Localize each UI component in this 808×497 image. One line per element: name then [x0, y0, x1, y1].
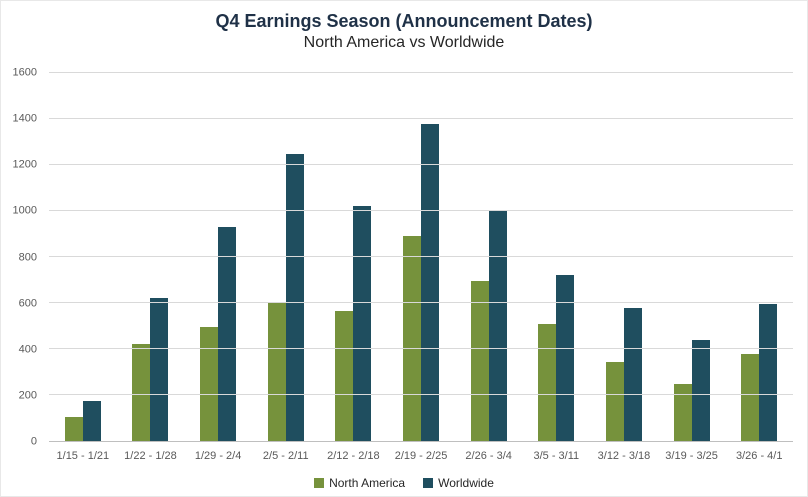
bar-north-america[interactable] — [64, 416, 83, 441]
x-axis-label: 1/29 - 2/4 — [194, 450, 242, 462]
bar-worldwide[interactable] — [218, 227, 237, 441]
y-axis-label: 800 — [18, 251, 37, 263]
legend: North America Worldwide — [1, 476, 807, 490]
legend-item-worldwide[interactable]: Worldwide — [423, 476, 494, 490]
bar-worldwide[interactable] — [150, 298, 169, 441]
x-axis-label: 3/19 - 3/25 — [665, 450, 718, 462]
chart-title: Q4 Earnings Season (Announcement Dates) — [215, 11, 593, 31]
bar-north-america[interactable] — [673, 383, 692, 441]
bar-north-america[interactable] — [741, 353, 760, 441]
legend-label: Worldwide — [438, 476, 494, 490]
gridline — [49, 118, 793, 119]
bar-group — [522, 73, 590, 441]
gridline — [49, 348, 793, 349]
bar-north-america[interactable] — [132, 344, 151, 441]
x-axis-label: 2/5 - 2/11 — [262, 450, 309, 462]
bar-group — [725, 73, 793, 441]
bar-north-america[interactable] — [267, 303, 286, 441]
x-axis-label: 2/12 - 2/18 — [327, 450, 380, 462]
y-axis-label: 1600 — [12, 66, 37, 79]
legend-marker-icon — [314, 478, 325, 488]
legend-label: North America — [329, 476, 406, 490]
bar-group — [252, 73, 320, 441]
y-axis-label: 400 — [18, 343, 37, 356]
x-axis-label: 1/22 - 1/28 — [124, 450, 177, 462]
chart-subtitle: North America vs Worldwide — [303, 34, 505, 51]
bar-worldwide[interactable] — [421, 123, 440, 441]
gridline — [49, 210, 793, 211]
bar-worldwide[interactable] — [82, 400, 101, 441]
y-axis-label: 1400 — [12, 112, 37, 125]
bar-group — [49, 73, 117, 441]
gridline — [49, 394, 793, 395]
x-axis-label: 3/5 - 3/11 — [533, 450, 580, 462]
bar-group — [184, 73, 252, 441]
bar-north-america[interactable] — [403, 236, 422, 441]
y-axis-label: 200 — [18, 389, 37, 402]
x-axis-label: 2/26 - 3/4 — [465, 450, 512, 462]
gridline — [49, 72, 793, 73]
bar-north-america[interactable] — [605, 361, 624, 441]
bar-worldwide[interactable] — [691, 339, 710, 441]
y-axis-label: 1000 — [12, 204, 37, 217]
bar-worldwide[interactable] — [623, 307, 642, 441]
legend-item-north-america[interactable]: North America — [314, 476, 405, 490]
y-axis-label: 0 — [30, 435, 37, 448]
bar-group — [658, 73, 726, 441]
bar-worldwide[interactable] — [353, 206, 372, 441]
bar-north-america[interactable] — [470, 281, 489, 441]
legend-marker-icon — [423, 478, 434, 488]
gridline — [49, 256, 793, 257]
gridline — [49, 164, 793, 165]
plot-area — [49, 72, 793, 442]
bar-north-america[interactable] — [335, 311, 354, 441]
bar-group — [455, 73, 523, 441]
x-axis-label: 3/26 - 4/1 — [735, 450, 783, 462]
bar-group — [590, 73, 658, 441]
x-axis-label: 3/12 - 3/18 — [597, 450, 651, 462]
bar-north-america[interactable] — [200, 327, 219, 441]
y-axis-label: 600 — [18, 297, 37, 310]
y-axis-label: 1200 — [12, 158, 37, 171]
bar-north-america[interactable] — [538, 323, 557, 441]
y-axis: 0 200 400 600 800 1000 1200 1400 1600 — [1, 67, 43, 447]
x-axis-label: 2/19 - 2/25 — [394, 450, 448, 462]
bar-worldwide[interactable] — [556, 275, 575, 441]
bar-group — [387, 73, 455, 441]
bar-groups — [49, 73, 793, 441]
x-axis-label: 1/15 - 1/21 — [56, 450, 110, 462]
x-axis: 1/15 - 1/21 1/22 - 1/28 1/29 - 2/4 2/5 - 2/… — [49, 444, 793, 464]
bar-worldwide[interactable] — [759, 304, 778, 441]
gridline — [49, 302, 793, 303]
bar-worldwide[interactable] — [488, 211, 507, 441]
bar-group — [117, 73, 185, 441]
bar-group — [320, 73, 388, 441]
bar-worldwide[interactable] — [285, 153, 304, 441]
